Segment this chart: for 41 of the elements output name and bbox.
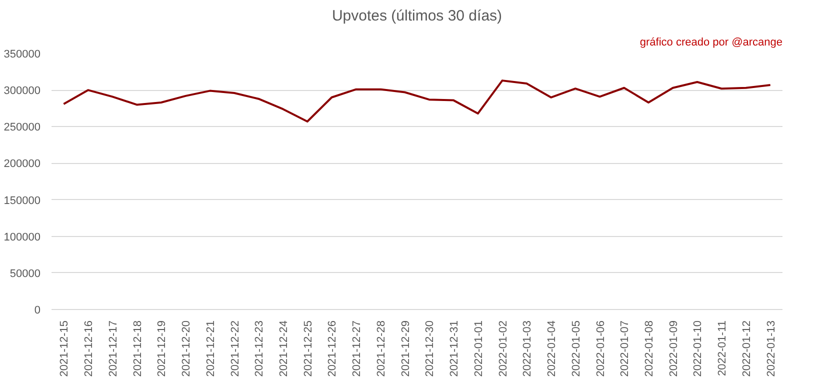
x-tick-label: 2021-12-21: [204, 320, 217, 377]
x-tick-label: 2021-12-18: [132, 320, 144, 377]
x-tick-label: 2022-01-10: [692, 320, 704, 377]
y-tick-label: 200000: [4, 158, 41, 170]
y-tick-label: 0: [34, 304, 41, 316]
y-tick-label: 150000: [4, 194, 41, 207]
x-tick-label: 2021-12-23: [254, 320, 266, 377]
x-tick-label: 2021-12-16: [83, 320, 96, 377]
x-tick-label: 2022-01-11: [716, 320, 729, 376]
x-tick-label: 2022-01-06: [594, 320, 607, 377]
x-tick-label: 2021-12-25: [302, 320, 314, 377]
x-tick-label: 2021-12-15: [58, 320, 71, 377]
y-tick-label: 100000: [4, 231, 41, 244]
x-tick-label: 2022-01-02: [497, 320, 510, 377]
x-tick-label: 2021-12-26: [326, 320, 339, 377]
line-series: [62, 80, 772, 123]
x-tick-label: 2021-12-19: [156, 320, 168, 377]
x-tick-label: 2022-01-07: [619, 320, 632, 377]
x-tick-label: 2022-01-13: [765, 320, 778, 377]
x-tick-label: 2022-01-01: [472, 320, 485, 377]
x-tick-label: 2022-01-04: [546, 320, 558, 377]
x-tick-label: 2021-12-27: [351, 320, 364, 377]
x-tick-label: 2021-12-17: [107, 320, 120, 377]
x-tick-label: 2021-12-31: [448, 320, 461, 377]
y-tick-label: 350000: [4, 48, 41, 60]
chart-title: Upvotes (últimos 30 días): [332, 8, 502, 24]
x-tick-label: 2022-01-05: [570, 320, 582, 377]
x-tick-label: 2021-12-22: [229, 320, 242, 377]
x-tick-label: 2021-12-20: [180, 320, 193, 377]
x-tick-label: 2022-01-09: [668, 320, 680, 377]
x-tick-label: 2021-12-28: [375, 320, 388, 377]
x-tick-label: 2022-01-03: [522, 320, 534, 377]
x-tick-label: 2021-12-30: [424, 320, 436, 377]
y-tick-label: 250000: [4, 122, 41, 134]
x-tick-label: 2021-12-29: [400, 320, 412, 377]
x-tick-label: 2022-01-08: [643, 320, 656, 377]
y-tick-label: 50000: [10, 268, 41, 280]
x-tick-label: 2022-01-12: [740, 320, 753, 377]
text: gráfico creado por @arcange: [640, 36, 783, 48]
x-tick-label: 2021-12-24: [278, 320, 290, 377]
y-tick-label: 300000: [4, 85, 41, 98]
